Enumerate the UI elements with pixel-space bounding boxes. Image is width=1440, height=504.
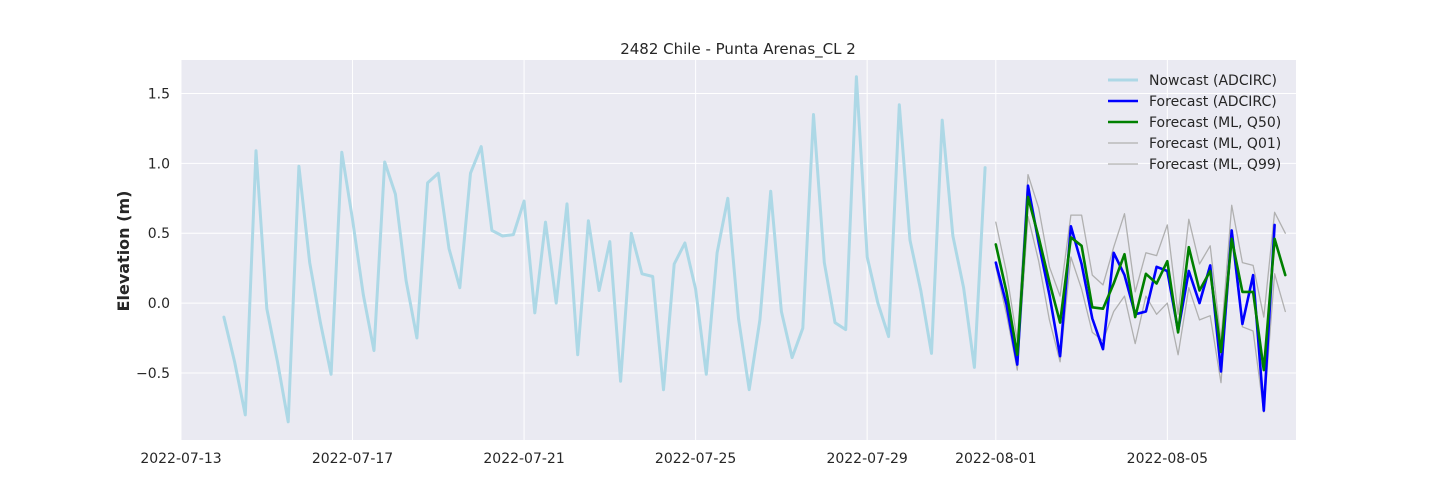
x-tick-label: 2022-07-21 xyxy=(483,451,564,467)
legend-label: Forecast (ADCIRC) xyxy=(1149,94,1277,110)
plot-area xyxy=(181,60,1296,440)
x-tick-label: 2022-07-17 xyxy=(312,451,393,467)
x-tick-label: 2022-07-13 xyxy=(140,451,221,467)
series-line-nowcast-adcirc xyxy=(222,75,987,424)
legend: Nowcast (ADCIRC) Forecast (ADCIRC) Forecas… xyxy=(1108,73,1281,173)
y-tick-label: 0.0 xyxy=(148,296,170,312)
legend-label: Forecast (ML, Q01) xyxy=(1149,136,1281,152)
legend-label: Forecast (ML, Q50) xyxy=(1149,115,1281,131)
x-tick-label: 2022-08-05 xyxy=(1127,451,1208,467)
y-tick-label: 0.5 xyxy=(148,226,170,242)
y-tick-label: 1.0 xyxy=(148,156,170,172)
legend-label: Nowcast (ADCIRC) xyxy=(1149,73,1277,89)
chart-title: 2482 Chile - Punta Arenas_CL 2 xyxy=(620,40,856,59)
tick-labels: 2022-07-13 2022-07-17 2022-07-21 2022-07-25… xyxy=(136,87,1208,467)
x-tick-label: 2022-07-25 xyxy=(655,451,736,467)
legend-label: Forecast (ML, Q99) xyxy=(1149,157,1281,173)
y-tick-label: 1.5 xyxy=(148,87,170,103)
series-group xyxy=(222,75,1287,424)
series-line-forecast-ml-q99 xyxy=(995,173,1286,342)
y-tick-label: −0.5 xyxy=(136,366,170,382)
x-tick-label: 2022-07-29 xyxy=(826,451,907,467)
y-axis-label: Elevation (m) xyxy=(114,191,133,312)
x-tick-label: 2022-08-01 xyxy=(955,451,1036,467)
series-line-forecast-ml-q50 xyxy=(994,195,1287,372)
